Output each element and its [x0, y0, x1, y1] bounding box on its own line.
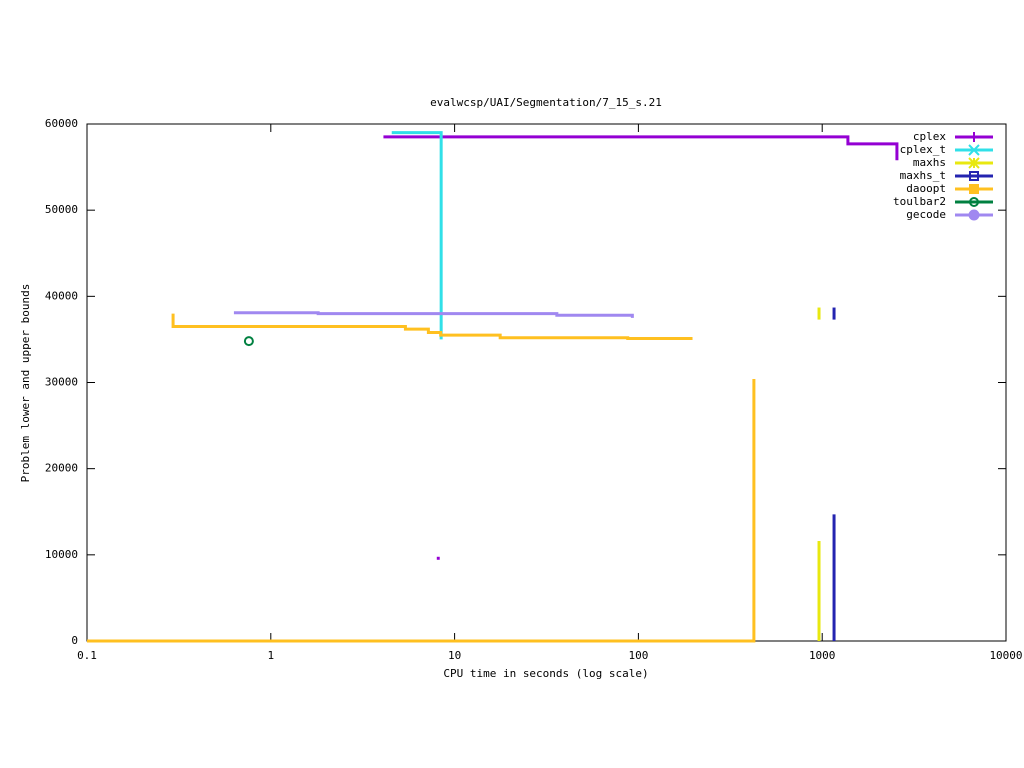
x-tick-label: 0.1 — [77, 649, 97, 662]
data-point — [243, 336, 254, 347]
legend-label: daoopt — [906, 182, 946, 195]
series-line — [171, 313, 693, 341]
y-tick-label: 0 — [71, 634, 78, 647]
x-tick-label: 1000 — [809, 649, 836, 662]
y-tick-label: 20000 — [45, 462, 78, 475]
legend-marker — [968, 157, 980, 169]
series-line — [391, 131, 443, 340]
legend-marker — [968, 144, 980, 156]
legend-label: cplex_t — [900, 143, 946, 156]
y-tick-label: 10000 — [45, 548, 78, 561]
y-tick-label: 40000 — [45, 289, 78, 302]
legend-label: maxhs_t — [900, 169, 946, 182]
y-tick-label: 60000 — [45, 117, 78, 130]
series-line — [233, 311, 634, 318]
legend-marker — [969, 132, 979, 142]
chart-title: evalwcsp/UAI/Segmentation/7_15_s.21 — [430, 96, 662, 109]
legend-marker — [969, 171, 979, 181]
legend-marker — [968, 209, 980, 221]
legend-label: maxhs — [913, 156, 946, 169]
legend-marker — [969, 184, 979, 194]
series-line — [87, 379, 756, 643]
plot-frame — [86, 123, 1007, 642]
legend-label: cplex — [913, 130, 946, 143]
series-line — [383, 135, 899, 161]
legend-label: toulbar2 — [893, 195, 946, 208]
x-tick-label: 10000 — [989, 649, 1022, 662]
y-tick-label: 50000 — [45, 203, 78, 216]
x-axis-label: CPU time in seconds (log scale) — [443, 667, 648, 680]
legend-marker — [969, 197, 979, 207]
y-axis-label: Problem lower and upper bounds — [19, 284, 32, 483]
y-tick-label: 30000 — [45, 376, 78, 389]
x-tick-label: 100 — [628, 649, 648, 662]
x-tick-label: 10 — [448, 649, 461, 662]
legend-label: gecode — [906, 208, 946, 221]
x-tick-label: 1 — [267, 649, 274, 662]
